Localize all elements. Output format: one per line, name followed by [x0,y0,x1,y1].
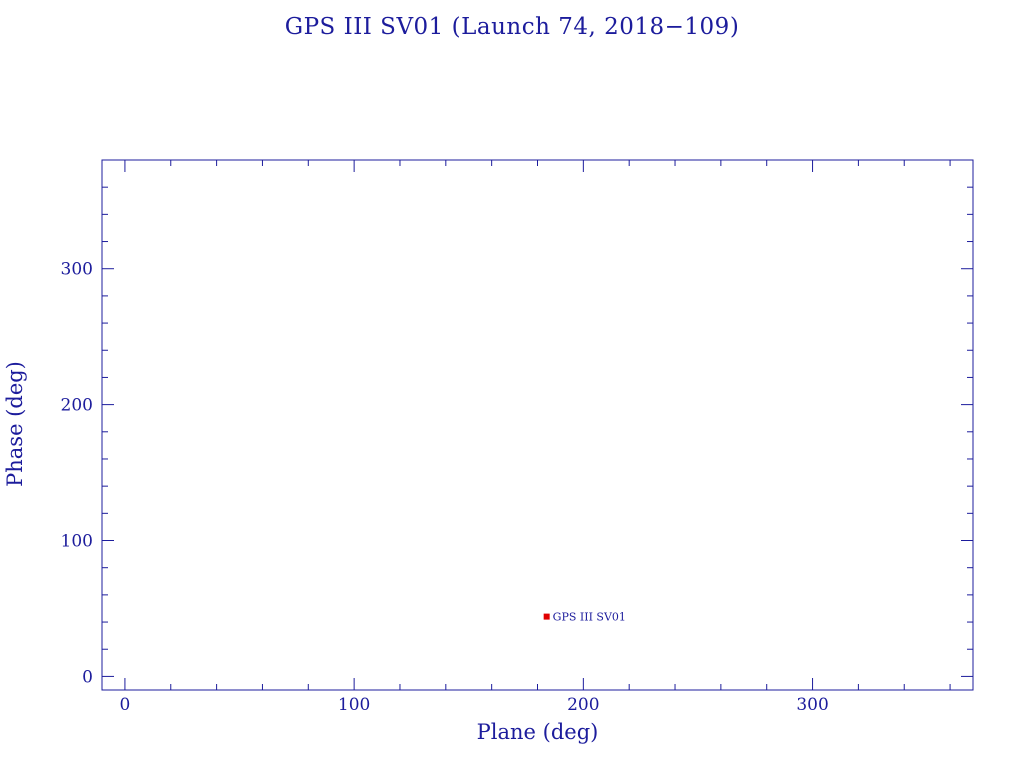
y-tick-label: 300 [61,260,93,280]
y-tick-label: 0 [82,667,93,687]
x-tick-label: 300 [796,695,828,715]
x-tick-label: 100 [338,695,370,715]
x-axis-label: Plane (deg) [477,720,599,744]
data-point-label: GPS III SV01 [553,611,626,624]
chart-title: GPS III SV01 (Launch 74, 2018−109) [284,14,740,40]
y-tick-label: 200 [61,396,93,416]
x-tick-label: 0 [120,695,131,715]
y-tick-label: 100 [61,532,93,552]
x-tick-label: 200 [567,695,599,715]
y-axis-label: Phase (deg) [3,361,27,487]
data-point [543,613,550,620]
plot-frame [101,159,974,691]
